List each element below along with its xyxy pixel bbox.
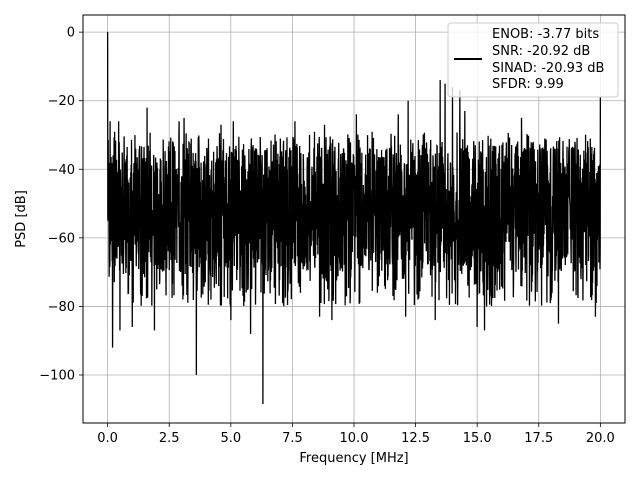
- legend-box: [447, 22, 619, 98]
- x-tick-label: 5.0: [220, 431, 241, 446]
- y-tick-label: −40: [48, 163, 75, 178]
- x-tick-label: 10.0: [340, 431, 369, 446]
- plot-area: [106, 32, 602, 405]
- y-tick-label: −20: [48, 94, 75, 109]
- legend: ENOB: -3.77 bits SNR: -20.92 dB SINAD: -…: [447, 22, 619, 98]
- x-tick-label: 0.0: [97, 431, 118, 446]
- x-tick-label: 17.5: [524, 431, 553, 446]
- x-tick-label: 2.5: [159, 431, 180, 446]
- axes-frame: [82, 14, 626, 424]
- y-tick-label: 0: [67, 26, 75, 41]
- legend-snr: SNR: -20.92 dB: [492, 44, 590, 59]
- x-tick-label: 7.5: [282, 431, 303, 446]
- legend-sfdr: SFDR: 9.99: [492, 77, 564, 92]
- y-tick-label: −80: [48, 300, 75, 315]
- x-tick-label: 12.5: [401, 431, 430, 446]
- legend-sinad: SINAD: -20.93 dB: [492, 61, 604, 76]
- x-axis-label: Frequency [MHz]: [299, 451, 408, 466]
- legend-enob: ENOB: -3.77 bits: [492, 27, 599, 42]
- x-tick-label: 20.0: [586, 431, 615, 446]
- psd-series-line: [106, 32, 602, 405]
- axis-ticks: 0.0 2.5 5.0 7.5 10.0 12.5 15.0 17.5 20.0 0 −20 −40 −…: [39, 26, 615, 446]
- y-tick-label: −100: [39, 369, 75, 384]
- x-tick-label: 15.0: [463, 431, 492, 446]
- y-tick-label: −60: [48, 231, 75, 246]
- y-axis-label: PSD [dB]: [14, 190, 29, 248]
